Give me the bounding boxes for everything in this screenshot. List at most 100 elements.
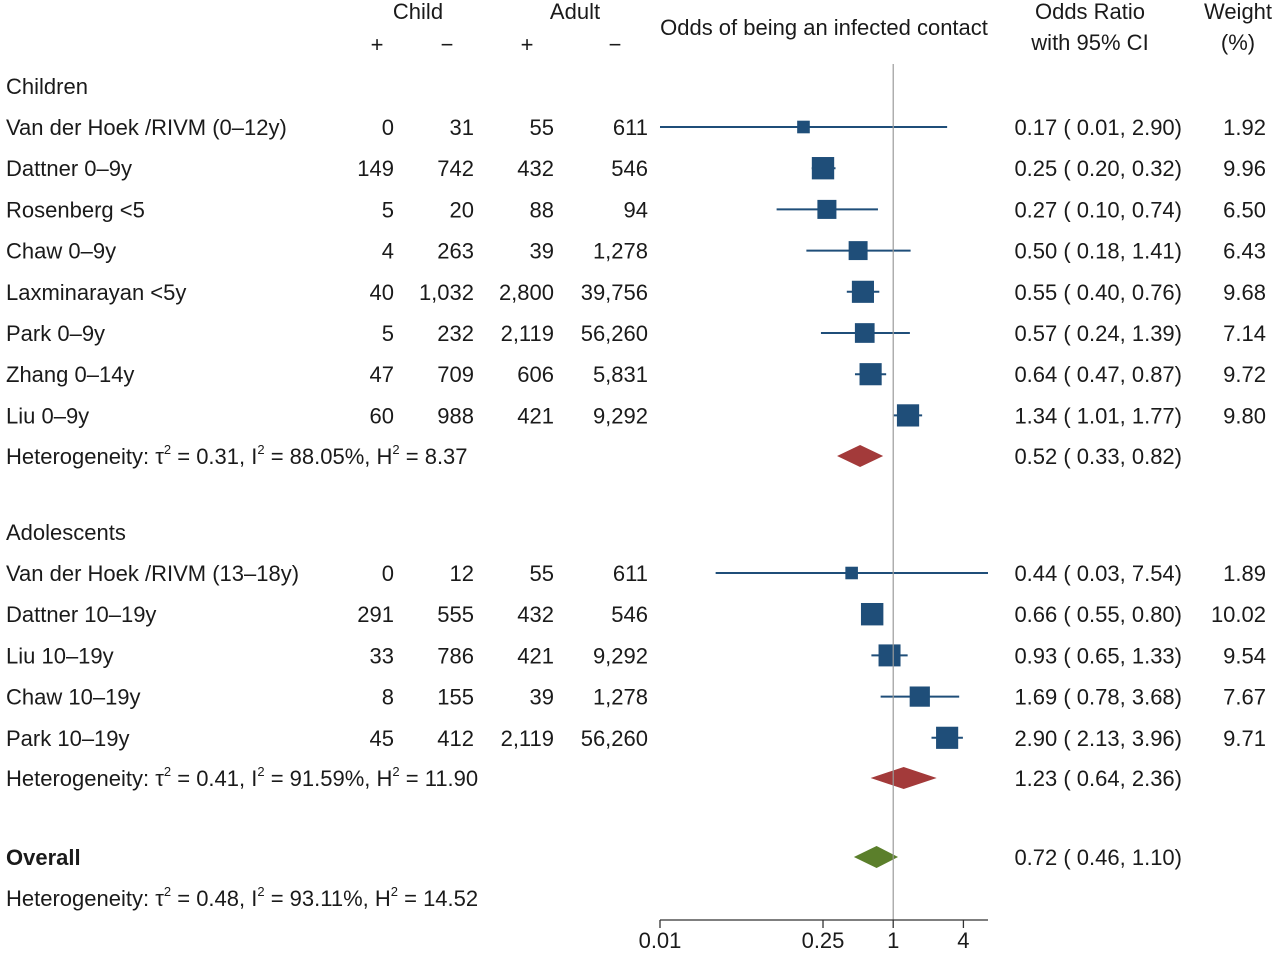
- study-marker: [909, 686, 930, 707]
- heterogeneity-tail: = 8.37: [400, 444, 468, 469]
- adult-positive: 39: [530, 685, 554, 710]
- summary-or-adolescents: 1.23 ( 0.64, 2.36): [1014, 766, 1182, 791]
- child-negative: 786: [437, 643, 474, 668]
- adult-negative: 94: [624, 197, 648, 222]
- or-header-line1: Odds Ratio: [1035, 0, 1145, 24]
- weight-value: 6.50: [1223, 197, 1266, 222]
- weight-header-line1: Weight: [1204, 0, 1272, 24]
- adult-positive: 55: [530, 561, 554, 586]
- odds-ratio-ci: 0.55 ( 0.40, 0.76): [1014, 280, 1182, 305]
- group-title-adolescents: Adolescents: [6, 520, 126, 545]
- child-negative: 31: [450, 115, 474, 140]
- odds-ratio-ci: 0.50 ( 0.18, 1.41): [1014, 239, 1182, 264]
- weight-value: 1.92: [1223, 115, 1266, 140]
- study-label: Park 0–9y: [6, 321, 105, 346]
- x-tick-label: 4: [957, 928, 969, 953]
- weight-value: 9.71: [1223, 726, 1266, 751]
- plot-title: Odds of being an infected contact: [660, 15, 988, 40]
- adult-positive: 421: [517, 643, 554, 668]
- study-marker: [811, 157, 835, 180]
- overall-label: Overall: [6, 845, 81, 870]
- child-plus-header: +: [371, 32, 384, 57]
- study-marker: [797, 120, 810, 134]
- study-marker: [817, 199, 837, 219]
- adult-header: Adult: [550, 0, 600, 24]
- heterogeneity-sup3: 2: [392, 764, 399, 779]
- study-label: Chaw 10–19y: [6, 685, 141, 710]
- adult-negative: 546: [611, 156, 648, 181]
- study-marker: [860, 602, 884, 626]
- weight-header-line2: (%): [1221, 30, 1255, 55]
- child-header: Child: [393, 0, 443, 24]
- adult-positive: 55: [530, 115, 554, 140]
- odds-ratio-ci: 0.57 ( 0.24, 1.39): [1014, 321, 1182, 346]
- child-negative: 232: [437, 321, 474, 346]
- adult-negative: 611: [613, 115, 648, 140]
- heterogeneity-mid1: = 0.41, I: [171, 766, 257, 791]
- adult-negative: 5,831: [593, 362, 648, 387]
- overall-or: 0.72 ( 0.46, 1.10): [1014, 845, 1182, 870]
- or-header-line2: with 95% CI: [1030, 30, 1148, 55]
- adult-positive: 88: [530, 197, 554, 222]
- subgroup-diamond-adolescents: [870, 767, 937, 789]
- heterogeneity-sup2: 2: [257, 764, 264, 779]
- adult-positive: 2,119: [501, 321, 554, 346]
- heterogeneity-label-prefix: Heterogeneity: τ: [6, 886, 164, 911]
- study-label: Van der Hoek /RIVM (0–12y): [6, 115, 287, 140]
- heterogeneity-mid1: = 0.48, I: [171, 886, 257, 911]
- study-label: Park 10–19y: [6, 726, 130, 751]
- adult-minus-header: −: [609, 32, 622, 57]
- study-marker: [936, 726, 959, 749]
- heterogeneity-tail: = 11.90: [400, 766, 479, 791]
- adult-positive: 39: [530, 239, 554, 264]
- odds-ratio-ci: 0.44 ( 0.03, 7.54): [1014, 561, 1182, 586]
- study-marker: [896, 404, 920, 427]
- child-positive: 4: [382, 239, 394, 264]
- adult-negative: 9,292: [593, 643, 648, 668]
- odds-ratio-ci: 2.90 ( 2.13, 3.96): [1014, 726, 1182, 751]
- odds-ratio-ci: 0.27 ( 0.10, 0.74): [1014, 197, 1182, 222]
- study-label: Van der Hoek /RIVM (13–18y): [6, 561, 299, 586]
- heterogeneity-sup1: 2: [164, 764, 171, 779]
- weight-value: 9.80: [1223, 403, 1266, 428]
- child-positive: 40: [370, 280, 394, 305]
- adult-negative: 1,278: [593, 685, 648, 710]
- heterogeneity-mid1: = 0.31, I: [171, 444, 257, 469]
- child-positive: 5: [382, 321, 394, 346]
- study-label: Dattner 10–19y: [6, 602, 156, 627]
- study-marker: [848, 241, 868, 261]
- child-positive: 0: [382, 561, 394, 586]
- study-label: Zhang 0–14y: [6, 362, 134, 387]
- heterogeneity-label-prefix: Heterogeneity: τ: [6, 766, 164, 791]
- heterogeneity-sup3: 2: [391, 884, 398, 899]
- child-negative: 709: [437, 362, 474, 387]
- adult-negative: 546: [611, 602, 648, 627]
- odds-ratio-ci: 0.64 ( 0.47, 0.87): [1014, 362, 1182, 387]
- heterogeneity-mid2: = 93.11%, H: [265, 886, 391, 911]
- child-positive: 60: [370, 403, 394, 428]
- child-negative: 12: [450, 561, 474, 586]
- adult-positive: 2,800: [499, 280, 554, 305]
- weight-value: 6.43: [1223, 239, 1266, 264]
- study-label: Dattner 0–9y: [6, 156, 132, 181]
- heterogeneity-tail: = 14.52: [398, 886, 478, 911]
- child-negative: 155: [437, 685, 474, 710]
- subgroup-diamond-children: [837, 445, 884, 467]
- child-negative: 1,032: [419, 280, 474, 305]
- summary-or-children: 0.52 ( 0.33, 0.82): [1014, 444, 1182, 469]
- adult-positive: 432: [517, 602, 554, 627]
- adult-positive: 606: [517, 362, 554, 387]
- weight-value: 9.54: [1223, 643, 1266, 668]
- weight-value: 1.89: [1223, 561, 1266, 586]
- child-positive: 149: [357, 156, 394, 181]
- child-positive: 45: [370, 726, 394, 751]
- study-label: Laxminarayan <5y: [6, 280, 186, 305]
- heterogeneity-sup3: 2: [392, 442, 399, 457]
- odds-ratio-ci: 0.17 ( 0.01, 2.90): [1014, 115, 1182, 140]
- odds-ratio-ci: 0.66 ( 0.55, 0.80): [1014, 602, 1182, 627]
- study-marker: [859, 363, 882, 386]
- weight-value: 7.14: [1223, 321, 1266, 346]
- weight-value: 7.67: [1223, 685, 1266, 710]
- adult-negative: 39,756: [581, 280, 648, 305]
